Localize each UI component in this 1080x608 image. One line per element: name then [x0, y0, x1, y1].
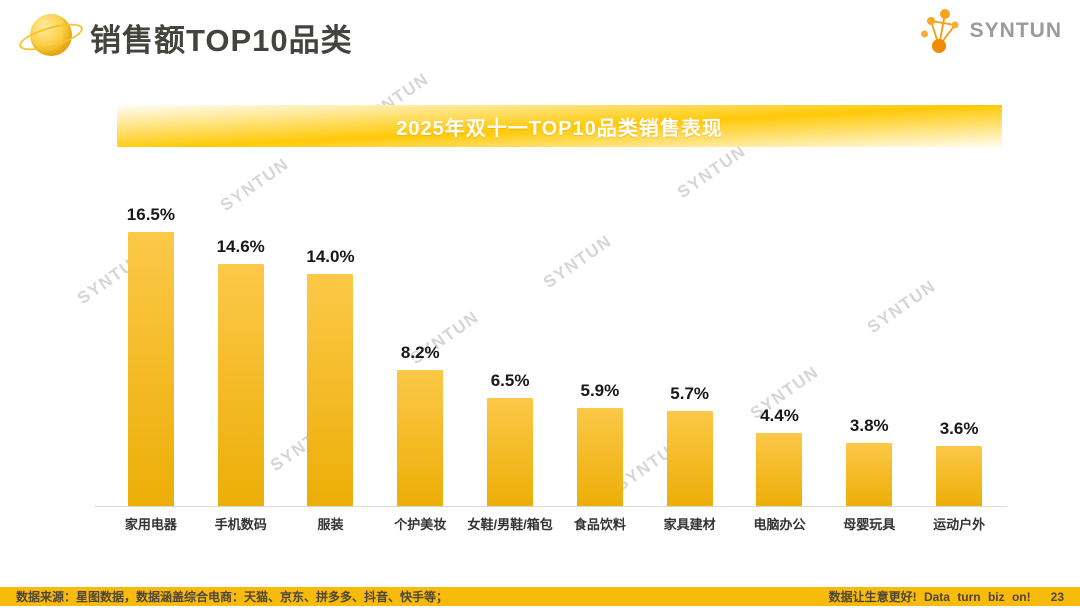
chart-title-banner: 2025年双十一TOP10品类销售表现 [117, 105, 1002, 147]
plot-area: 16.5% 14.6% 14.0% 8.2% 6.5% 5.9% 5.7% 4.4% 3.8% 3… [106, 180, 1004, 506]
bar-slot: 16.5% [106, 180, 196, 506]
chart-title: 2025年双十一TOP10品类销售表现 [396, 117, 723, 140]
bar [397, 370, 444, 506]
bar-slot: 14.0% [286, 180, 376, 506]
bar-slot: 6.5% [465, 180, 555, 506]
bar [756, 433, 803, 506]
footer-source: 数据来源：星图数据，数据涵盖综合电商：天猫、京东、拼多多、抖音、快手等； [16, 590, 449, 604]
bar-value-label: 14.0% [306, 247, 355, 266]
page-title: 销售额TOP10品类 [90, 23, 353, 58]
bar-value-label: 5.9% [580, 381, 620, 400]
footer-slogan: 数据让生意更好! Data turn biz on! [828, 590, 1031, 604]
category-label: 家具建材 [663, 517, 716, 532]
brand-logo: SYNTUN [920, 6, 1062, 56]
bar-value-label: 8.2% [400, 343, 440, 362]
bar-slot: 3.8% [824, 180, 914, 506]
category-label: 母婴玩具 [843, 517, 896, 532]
bar-slot: 14.6% [196, 180, 286, 506]
bar [307, 274, 354, 506]
brand-name: SYNTUN [969, 19, 1062, 42]
bar [487, 398, 534, 506]
category-label: 女鞋/男鞋/箱包 [467, 517, 553, 532]
bar [576, 408, 623, 506]
category-label: 电脑办公 [753, 517, 806, 532]
bar-slot: 5.7% [645, 180, 735, 506]
bar-slot: 8.2% [375, 180, 465, 506]
bar [127, 232, 174, 506]
footer-right: 数据让生意更好! Data turn biz on! 23 [829, 588, 1064, 605]
category-axis: 家用电器 手机数码 服装 个护美妆 女鞋/男鞋/箱包 食品饮料 家具建材 电脑办公 母婴玩具 运动… [106, 514, 1004, 533]
bar-slot: 5.9% [555, 180, 645, 506]
category-label: 手机数码 [214, 517, 267, 532]
footer: 数据来源：星图数据，数据涵盖综合电商：天猫、京东、拼多多、抖音、快手等； 数据让… [0, 587, 1080, 606]
planet-logo-icon [16, 13, 86, 59]
bar [936, 446, 983, 506]
page-number: 23 [1050, 589, 1064, 604]
bar-value-label: 3.6% [939, 419, 979, 438]
category-label: 食品饮料 [573, 517, 626, 532]
category-label: 服装 [317, 517, 344, 532]
syntun-network-icon [920, 9, 959, 53]
bar-slot: 3.6% [914, 180, 1004, 506]
header: 销售额TOP10品类 SYNTUN [0, 0, 1080, 70]
bar-slot: 4.4% [735, 180, 825, 506]
category-label: 运动户外 [933, 517, 986, 532]
bar [666, 411, 713, 506]
category-label: 家用电器 [124, 517, 177, 532]
bar-value-label: 5.7% [670, 384, 710, 403]
x-axis-line [95, 506, 1007, 507]
bar-value-label: 14.6% [216, 237, 265, 256]
bar-value-label: 16.5% [126, 205, 175, 224]
planet-ball [30, 14, 72, 56]
category-label: 个护美妆 [394, 517, 447, 532]
bar [846, 443, 893, 506]
bar-value-label: 4.4% [760, 406, 799, 425]
bar-value-label: 6.5% [490, 371, 530, 390]
bar [217, 264, 264, 506]
bar-value-label: 3.8% [849, 416, 889, 435]
